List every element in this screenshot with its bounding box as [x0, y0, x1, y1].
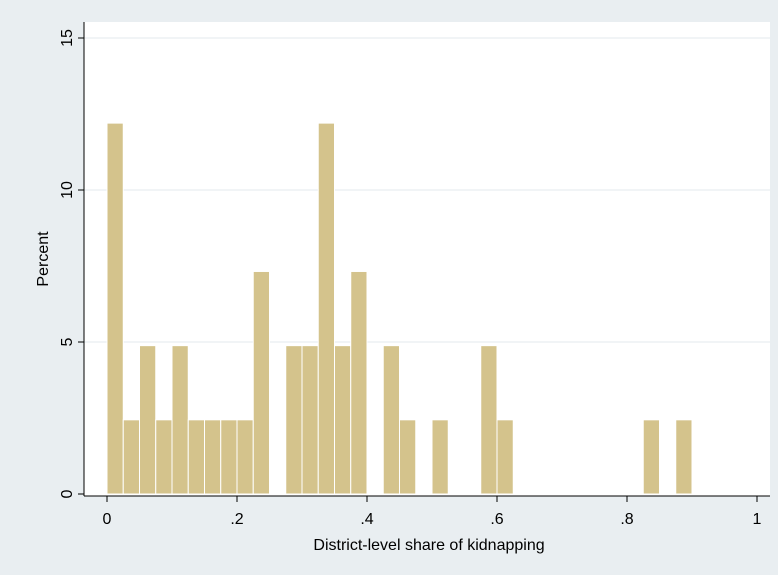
y-tick-label: 10 [59, 181, 76, 199]
gridlines [84, 37, 770, 343]
y-tick-label: 15 [59, 29, 76, 47]
axes [83, 22, 770, 497]
x-tick-label: .6 [490, 511, 503, 528]
x-tick-label: .2 [230, 511, 243, 528]
histogram-bar [187, 419, 205, 495]
histogram-bar [220, 419, 238, 495]
y-tick-label: 0 [59, 489, 76, 498]
histogram-bar [171, 345, 189, 495]
x-tick-label: 1 [753, 511, 762, 528]
histogram-bar [350, 270, 368, 495]
histogram-bar [106, 122, 124, 495]
x-axis-label: District-level share of kidnapping [313, 537, 544, 554]
bars [106, 122, 693, 495]
histogram-bar [301, 345, 319, 495]
histogram-bar [204, 419, 222, 495]
histogram-bar [285, 345, 303, 495]
plot-area [84, 22, 770, 496]
x-tick-label: .8 [620, 511, 633, 528]
histogram-bar [382, 345, 400, 495]
histogram-bar [252, 270, 270, 495]
histogram-bar [399, 419, 417, 495]
y-ticks: 0 5 10 15 [59, 29, 84, 498]
histogram-bar [642, 419, 660, 495]
y-tick-label: 5 [59, 337, 76, 346]
histogram-bar [236, 419, 254, 495]
x-ticks: 0 .2 .4 .6 .8 1 [103, 496, 762, 528]
histogram-bar [480, 345, 498, 495]
x-tick-label: 0 [103, 511, 112, 528]
histogram-bar [431, 419, 449, 495]
histogram-bar [496, 419, 514, 495]
histogram-bar [317, 122, 335, 495]
histogram-bar [122, 419, 140, 495]
x-tick-label: .4 [360, 511, 373, 528]
histogram-bar [139, 345, 157, 495]
y-axis-label: Percent [35, 231, 52, 287]
histogram-bar [155, 419, 173, 495]
histogram-bar [334, 345, 352, 495]
histogram-bar [675, 419, 693, 495]
